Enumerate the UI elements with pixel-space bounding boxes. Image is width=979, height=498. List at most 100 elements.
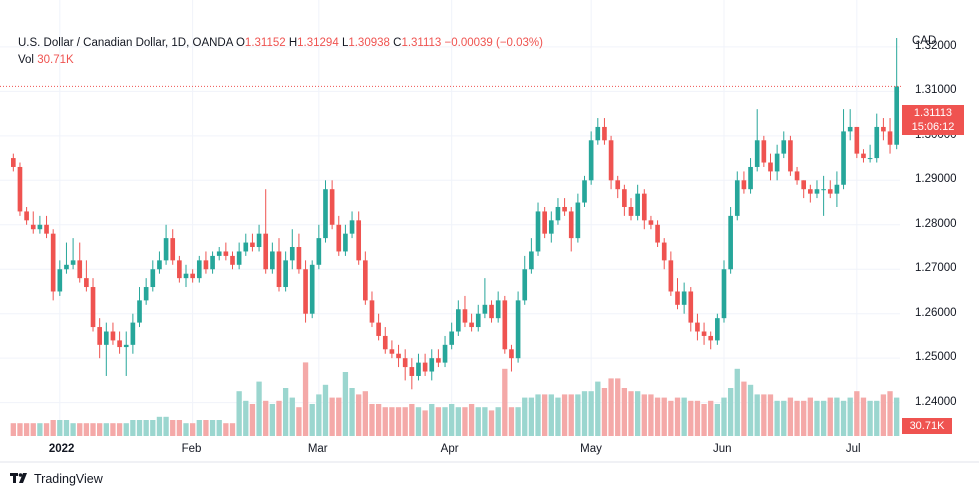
price-tick-label: 1.27000	[915, 262, 957, 275]
volume-bars	[10, 362, 900, 436]
volume-bar	[634, 391, 641, 436]
volume-bar	[482, 407, 488, 436]
candle-body	[183, 273, 189, 279]
volume-bar	[183, 423, 189, 436]
candle-body	[97, 327, 102, 345]
candle-body	[615, 180, 621, 190]
candle-body	[489, 304, 494, 319]
volume-bar	[661, 397, 667, 436]
volume-bar	[615, 378, 621, 436]
volume-bar	[143, 420, 149, 436]
brand-name: TradingView	[34, 472, 103, 486]
last-price: 1.31113	[913, 107, 953, 119]
candle-body	[894, 86, 900, 145]
volume-bar	[674, 397, 681, 436]
volume-bar	[820, 400, 827, 436]
candle-body	[270, 251, 275, 270]
candle-body	[847, 126, 853, 132]
volume-bar	[415, 407, 422, 436]
volume-bar	[130, 420, 136, 436]
volume-bar	[429, 404, 435, 436]
candle-body	[369, 300, 375, 323]
volume-bar	[714, 404, 721, 436]
candle-body	[641, 193, 647, 221]
volume-bar	[854, 391, 860, 436]
volume-bar	[488, 410, 495, 436]
candle-body	[515, 300, 521, 359]
volume-bar	[136, 420, 143, 436]
candle-body	[734, 180, 740, 216]
candle-body	[841, 131, 846, 185]
candle-body	[827, 189, 833, 194]
instrument-title: U.S. Dollar / Canadian Dollar, 1D, OANDA	[18, 37, 233, 49]
candlesticks	[10, 38, 900, 390]
volume-bar	[362, 391, 368, 436]
candle-body	[728, 215, 733, 270]
volume-bar	[522, 397, 528, 436]
chart-legend: U.S. Dollar / Canadian Dollar, 1D, OANDA…	[18, 35, 543, 69]
candle-body	[436, 358, 441, 363]
candle-body	[887, 131, 893, 145]
volume-bar	[349, 388, 355, 436]
candle-body	[821, 189, 826, 191]
volume-value: 30.71K	[37, 54, 74, 66]
candle-body	[708, 335, 714, 341]
candle-body	[509, 349, 514, 359]
candle-body	[256, 233, 262, 248]
time-tick-label: Mar	[307, 443, 328, 455]
volume-bar	[57, 420, 63, 436]
candle-body	[529, 251, 534, 270]
candle-body	[376, 322, 381, 336]
candle-body	[635, 193, 640, 216]
volume-bar	[894, 397, 900, 436]
candle-body	[409, 367, 415, 376]
tradingview-icon	[10, 473, 27, 483]
volume-bar	[63, 420, 70, 436]
volume-bar	[342, 372, 349, 436]
volume-bar	[502, 368, 508, 436]
candle-body	[276, 251, 282, 288]
candle-body	[349, 220, 355, 234]
volume-bar	[555, 397, 561, 436]
candle-body	[781, 140, 787, 154]
volume-bar	[548, 394, 554, 436]
volume-bar	[767, 394, 774, 436]
candle-body	[117, 340, 122, 348]
volume-bar	[621, 388, 628, 436]
candle-body	[137, 300, 142, 323]
candle-body	[542, 211, 547, 234]
candle-body	[588, 140, 594, 181]
volume-bar	[688, 400, 694, 436]
volume-bar	[229, 423, 236, 436]
volume-bar	[721, 397, 727, 436]
volume-bar	[781, 400, 787, 436]
volume-bar	[588, 391, 594, 436]
candle-body	[177, 260, 182, 279]
volume-bar	[83, 423, 90, 436]
volume-bar	[475, 407, 481, 436]
volume-tag: 30.71K	[902, 418, 952, 434]
tradingview-logo[interactable]: TradingView	[10, 472, 103, 486]
volume-bar	[807, 397, 813, 436]
volume-bar	[535, 394, 541, 436]
candle-body	[469, 322, 474, 328]
candle-body	[688, 291, 694, 323]
volume-bar	[70, 423, 76, 436]
volume-bar	[801, 400, 807, 436]
candle-body	[502, 300, 508, 350]
volume-bar	[455, 407, 461, 436]
volume-bar	[601, 388, 608, 436]
candle-body	[336, 224, 342, 252]
candle-body	[761, 140, 767, 163]
candle-body	[316, 238, 322, 265]
candle-body	[10, 158, 16, 167]
candle-body	[356, 220, 362, 261]
candle-body	[715, 318, 720, 341]
candle-body	[343, 233, 348, 252]
volume-bar	[176, 420, 183, 436]
volume-bar	[654, 397, 661, 436]
candle-body	[236, 251, 242, 265]
candle-body	[163, 238, 169, 261]
candle-body	[422, 362, 428, 372]
